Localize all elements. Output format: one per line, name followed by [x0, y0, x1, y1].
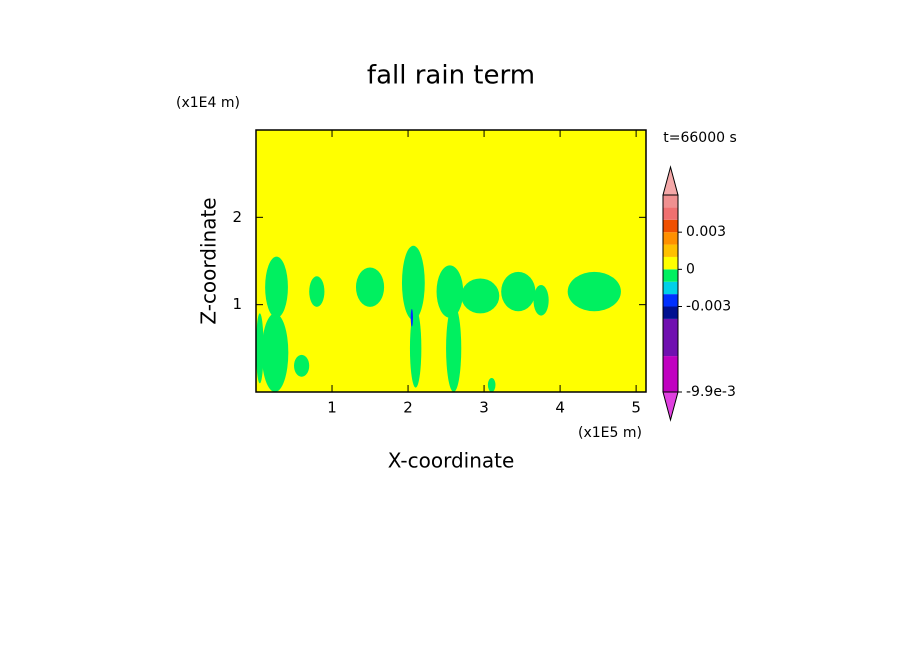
field-region: [261, 313, 289, 392]
colorbar-tick-label: -0.003: [686, 299, 731, 315]
colorbar-box: [663, 356, 678, 392]
x-tick-label: 3: [479, 399, 489, 417]
colorbar-box: [663, 306, 678, 319]
field-region: [309, 276, 325, 307]
plot-frame: [255, 129, 647, 393]
y-axis-label: Z-coordinate: [197, 197, 221, 324]
colorbar-box: [663, 219, 678, 233]
field-region: [256, 313, 264, 384]
x-unit: (x1E5 m): [578, 425, 642, 441]
colorbar-under: [662, 391, 679, 422]
colorbar-box: [663, 232, 678, 245]
colorbar-box: [663, 281, 678, 295]
field-region: [446, 304, 462, 392]
y-tick-label: 1: [232, 295, 242, 313]
x-tick-label: 1: [327, 399, 337, 417]
colorbar-box: [663, 318, 678, 357]
colorbar-over: [662, 165, 679, 196]
field-region: [294, 354, 310, 377]
colorbar-box: [663, 269, 678, 282]
field-region: [533, 285, 549, 316]
colorbar-box: [663, 207, 678, 220]
field-region: [461, 278, 500, 314]
field-region: [355, 267, 385, 307]
field-region: [409, 309, 422, 388]
x-tick-label: 5: [631, 399, 641, 417]
field-region: [501, 271, 536, 312]
field-region: [410, 309, 413, 327]
colorbar-tick-label: 0.003: [686, 224, 726, 240]
colorbar-tick-label: -9.9e-3: [686, 384, 736, 400]
colorbar-box: [663, 195, 678, 208]
field-region: [265, 256, 288, 318]
chart-title: fall rain term: [367, 61, 535, 91]
colorbar-tick-label: 0: [686, 261, 695, 277]
field-region: [436, 265, 464, 318]
field-region: [487, 378, 496, 392]
field-region: [567, 271, 621, 312]
time-label: t=66000 s: [663, 130, 737, 146]
x-tick-label: 4: [555, 399, 565, 417]
field-region: [401, 245, 425, 320]
y-tick-label: 2: [232, 208, 242, 226]
x-tick-label: 2: [403, 399, 413, 417]
colorbar-box: [663, 294, 678, 307]
x-axis-label: X-coordinate: [388, 449, 515, 473]
y-unit: (x1E4 m): [176, 95, 240, 111]
colorbar-box: [663, 256, 678, 270]
colorbar-frame: [662, 194, 679, 393]
colorbar-box: [663, 244, 678, 257]
